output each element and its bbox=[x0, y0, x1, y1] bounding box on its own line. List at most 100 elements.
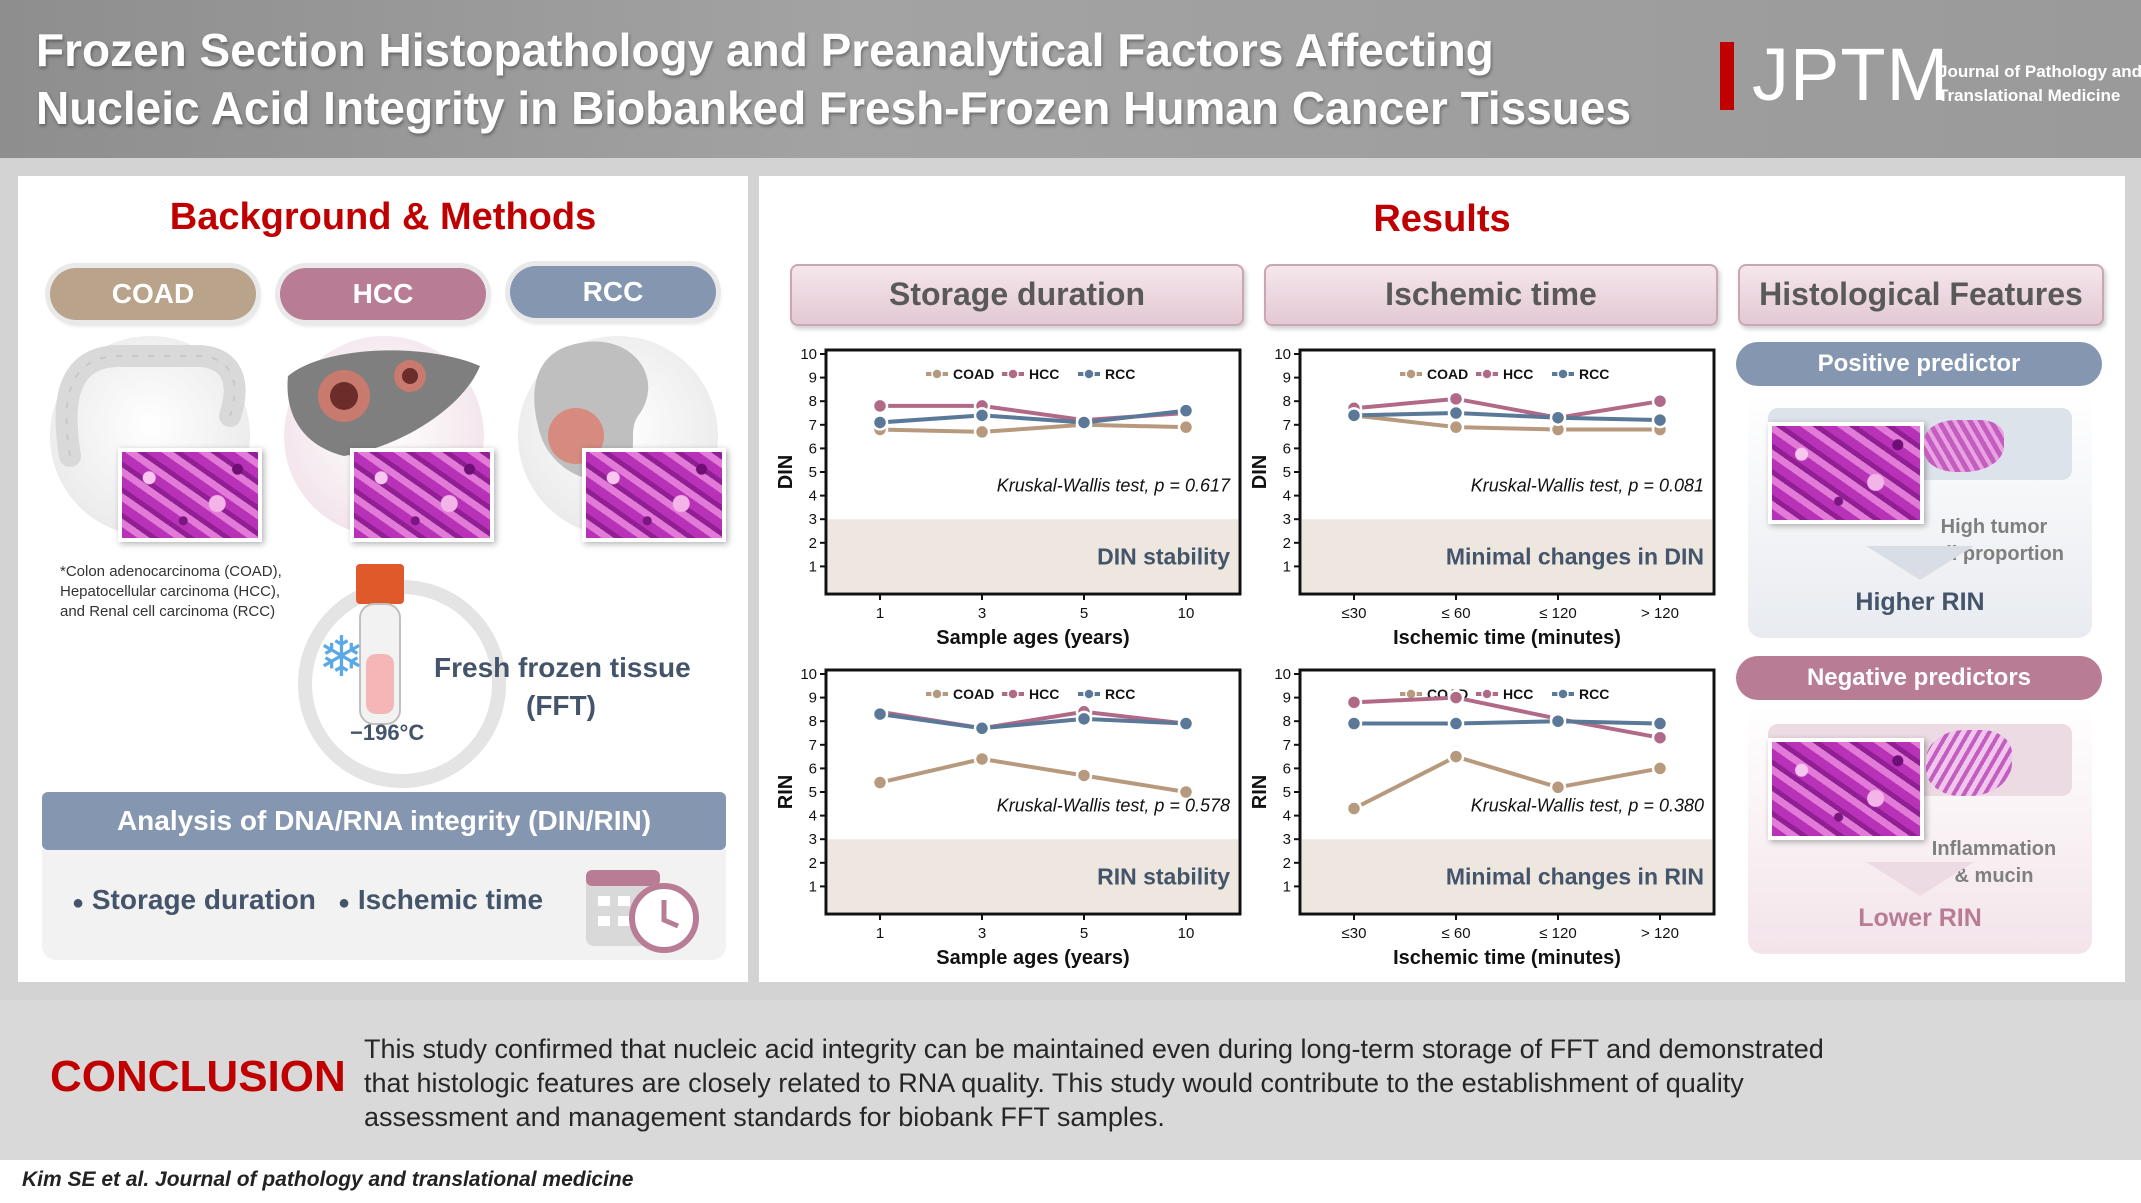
x-tick-label: 3 bbox=[978, 605, 986, 622]
y-tick-label: 2 bbox=[809, 855, 817, 872]
positive-result: Higher RIN bbox=[1855, 588, 1985, 616]
data-point-hcc bbox=[1447, 689, 1465, 706]
stability-banner-text: Minimal changes in DIN bbox=[1446, 543, 1704, 569]
negative-tissue-section bbox=[1926, 730, 2012, 796]
legend-marker-hcc bbox=[1481, 368, 1493, 380]
abbreviation-note-1: *Colon adenocarcinoma (COAD), bbox=[60, 563, 282, 580]
y-tick-label: 6 bbox=[1283, 440, 1291, 457]
y-tick-label: 4 bbox=[1283, 808, 1291, 825]
legend-marker-rcc bbox=[1557, 688, 1569, 700]
data-point-rcc bbox=[1075, 710, 1093, 728]
y-tick-label: 9 bbox=[1283, 690, 1291, 707]
stability-banner-band bbox=[1302, 839, 1712, 912]
legend-label-hcc: HCC bbox=[1029, 366, 1059, 382]
x-tick-label: > 120 bbox=[1641, 605, 1679, 622]
data-point-rcc bbox=[1075, 414, 1093, 431]
x-tick-label: ≤ 60 bbox=[1441, 605, 1470, 622]
y-tick-label: 5 bbox=[1283, 464, 1291, 481]
legend-label-rcc: RCC bbox=[1105, 366, 1135, 382]
y-tick-label: 8 bbox=[1283, 713, 1291, 730]
data-point-hcc bbox=[1447, 390, 1465, 408]
coad-pill: COAD bbox=[50, 268, 256, 320]
x-tick-label: 10 bbox=[1178, 925, 1195, 942]
y-tick-label: 9 bbox=[809, 690, 817, 707]
y-tick-label: 3 bbox=[1283, 511, 1291, 528]
negative-text-2: & mucin bbox=[1954, 865, 2034, 887]
x-tick-label: 5 bbox=[1080, 605, 1088, 622]
journal-name-line-1: Journal of Pathology and bbox=[1938, 62, 2141, 81]
legend-marker-hcc bbox=[1007, 688, 1019, 700]
colon-icon bbox=[55, 345, 246, 467]
legend-marker-coad bbox=[931, 688, 943, 700]
series-line-hcc bbox=[1353, 396, 1661, 420]
conclusion-label: CONCLUSION bbox=[50, 1052, 346, 1101]
title-line-2: Nucleic Acid Integrity in Biobanked Fres… bbox=[36, 82, 1632, 134]
data-point-hcc bbox=[1651, 729, 1669, 746]
series-line-coad bbox=[879, 422, 1187, 434]
histological-features-header: Histological Features bbox=[1738, 264, 2104, 326]
data-point-rcc bbox=[1177, 402, 1195, 419]
data-point-rcc bbox=[871, 414, 889, 431]
y-tick-label: 9 bbox=[809, 370, 817, 387]
x-tick-label: ≤30 bbox=[1342, 925, 1367, 942]
y-tick-label: 6 bbox=[809, 440, 817, 457]
y-tick-label: 1 bbox=[1283, 558, 1291, 575]
x-axis-label: Sample ages (years) bbox=[936, 947, 1129, 969]
data-point-hcc bbox=[871, 397, 889, 415]
negative-predictor-pill: Negative predictors bbox=[1736, 656, 2102, 700]
y-tick-label: 6 bbox=[809, 760, 817, 777]
data-point-coad bbox=[1345, 800, 1363, 817]
y-tick-label: 1 bbox=[1283, 878, 1291, 895]
y-tick-label: 5 bbox=[1283, 784, 1291, 801]
positive-text-1: High tumor bbox=[1940, 516, 2048, 538]
y-tick-label: 2 bbox=[809, 535, 817, 552]
data-point-coad bbox=[973, 423, 991, 441]
series-line-coad bbox=[1353, 413, 1660, 432]
x-tick-label: ≤ 120 bbox=[1539, 605, 1576, 622]
y-tick-label: 10 bbox=[800, 666, 817, 683]
rcc-tissue-image bbox=[582, 448, 726, 542]
kidney-icon bbox=[534, 341, 649, 481]
x-tick-label: ≤30 bbox=[1342, 605, 1367, 622]
statistical-test-label: Kruskal-Wallis test, p = 0.380 bbox=[1471, 796, 1704, 816]
y-tick-label: 3 bbox=[809, 511, 817, 528]
legend-label-rcc: RCC bbox=[1579, 686, 1609, 702]
x-tick-label: ≤ 120 bbox=[1539, 925, 1576, 942]
series-line-rcc bbox=[879, 408, 1187, 425]
data-point-rcc bbox=[1345, 715, 1363, 732]
cryotube-icon bbox=[356, 564, 404, 725]
legend-label-hcc: HCC bbox=[1503, 686, 1533, 702]
data-point-rcc bbox=[871, 705, 889, 723]
legend-label-hcc: HCC bbox=[1503, 366, 1533, 382]
negative-result: Lower RIN bbox=[1858, 904, 1982, 932]
x-tick-label: 1 bbox=[876, 925, 884, 942]
title-line-1: Frozen Section Histopathology and Preana… bbox=[36, 24, 1494, 76]
data-point-rcc bbox=[1549, 712, 1567, 730]
legend-marker-hcc bbox=[1007, 368, 1019, 380]
x-tick-label: > 120 bbox=[1641, 925, 1679, 942]
x-tick-label: 10 bbox=[1178, 605, 1195, 622]
series-line-coad bbox=[879, 756, 1187, 794]
data-point-coad bbox=[1447, 418, 1465, 436]
y-tick-label: 10 bbox=[1274, 666, 1291, 683]
data-point-coad bbox=[1447, 748, 1465, 765]
conclusion-band bbox=[0, 1000, 2141, 1160]
legend-label-rcc: RCC bbox=[1105, 686, 1135, 702]
series-line-hcc bbox=[1353, 695, 1661, 740]
data-point-rcc bbox=[1447, 404, 1465, 422]
background-methods-title: Background & Methods bbox=[169, 196, 597, 238]
data-point-coad bbox=[1177, 783, 1195, 801]
legend-marker-rcc bbox=[1557, 368, 1569, 380]
y-axis-label: DIN bbox=[1249, 455, 1271, 489]
rcc-pill: RCC bbox=[510, 266, 716, 318]
x-axis-label: Sample ages (years) bbox=[936, 627, 1129, 649]
data-point-coad bbox=[1651, 760, 1669, 777]
temperature-label: −196°C bbox=[350, 720, 425, 745]
y-tick-label: 3 bbox=[1283, 831, 1291, 848]
down-arrow-icon bbox=[1866, 546, 1974, 580]
x-tick-label: 3 bbox=[978, 925, 986, 942]
y-tick-label: 7 bbox=[1283, 737, 1291, 754]
journal-logo: JPTM bbox=[1752, 33, 1950, 116]
data-point-rcc bbox=[1177, 715, 1195, 732]
chart-rin-storage: 1 2 3 4 5 6 7 8 9 10 1 3 5 10 Sample ages (years) RIN CO… bbox=[775, 666, 1242, 969]
